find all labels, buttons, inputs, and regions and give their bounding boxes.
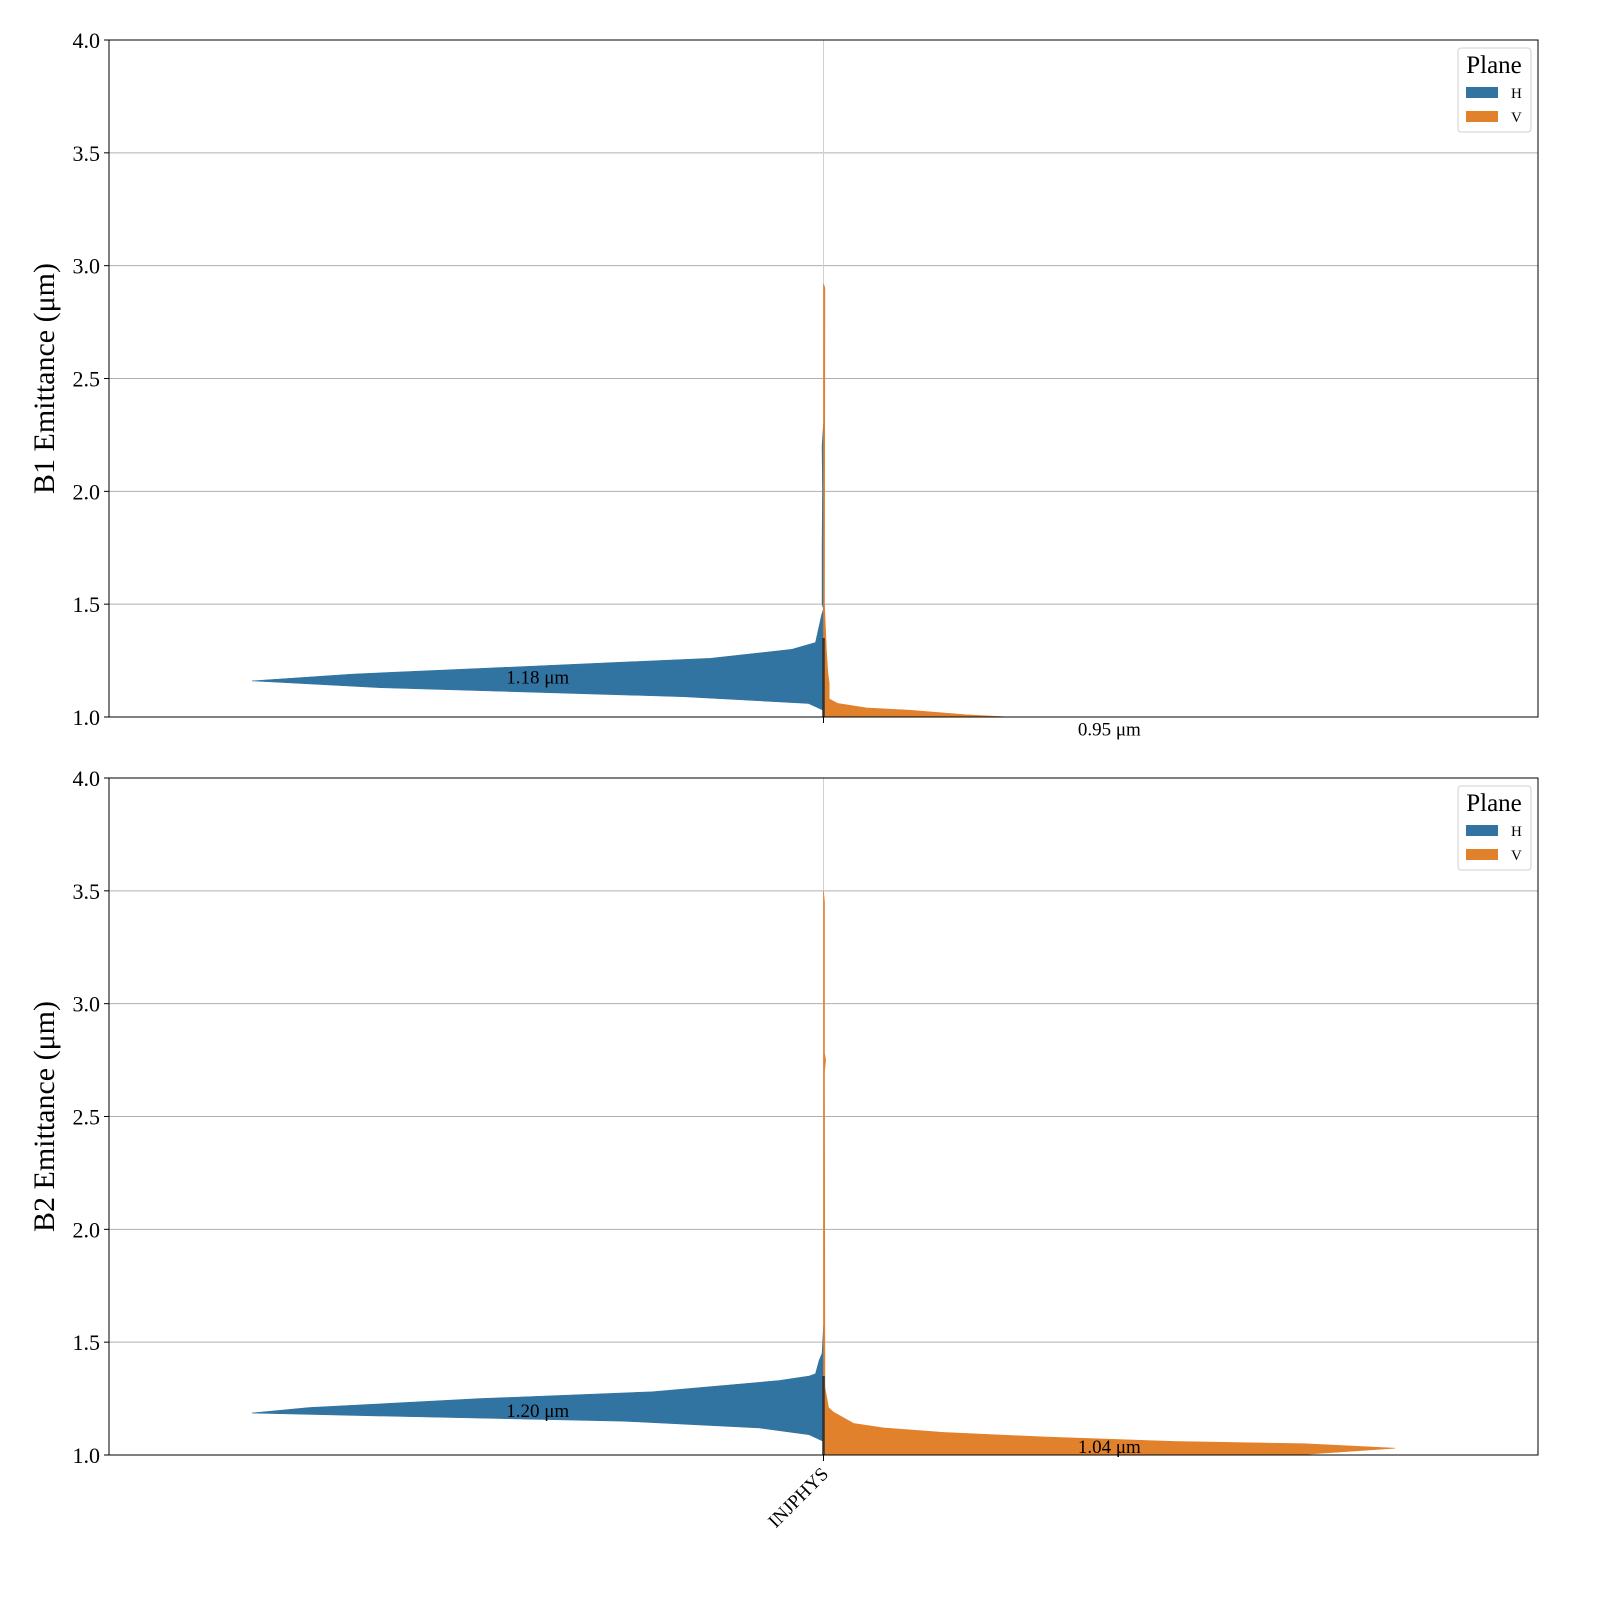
- legend-swatch-v: [1466, 849, 1498, 860]
- legend-swatch-h: [1466, 87, 1498, 98]
- y-tick-label: 1.0: [73, 705, 101, 730]
- y-tick-label: 1.0: [73, 1443, 101, 1468]
- y-tick-label: 2.0: [73, 479, 101, 504]
- x-tick-label: INJPHYS: [764, 1464, 833, 1533]
- legend-label-v: V: [1511, 848, 1522, 864]
- subplot-2: 1.0 1.5 2.0 2.5 3.0 3.5 4.0 1.20 μm 1.04 μm INJPH…: [28, 766, 1539, 1533]
- violin-half-h: [251, 423, 824, 711]
- median-label-v: 1.04 μm: [1078, 1437, 1141, 1458]
- legend-label-h: H: [1511, 824, 1522, 840]
- legend-label-h: H: [1511, 86, 1522, 102]
- y-tick-label: 3.0: [73, 254, 101, 279]
- violin-half-v: [823, 890, 1396, 1455]
- y-tick-label: 1.5: [73, 1330, 101, 1355]
- legend-title: Plane: [1466, 52, 1522, 79]
- legend: Plane HV: [1457, 47, 1532, 133]
- y-tick-label: 2.5: [73, 1105, 101, 1130]
- legend-label-v: V: [1511, 110, 1522, 126]
- violin-group: [251, 283, 1016, 717]
- y-tick-label: 3.5: [73, 141, 101, 166]
- median-label-h: 1.20 μm: [506, 1401, 569, 1422]
- median-label-h: 1.18 μm: [506, 667, 569, 688]
- legend: Plane HV: [1457, 785, 1532, 871]
- median-label-v: 0.95 μm: [1078, 719, 1141, 740]
- y-tick-label: 2.0: [73, 1217, 101, 1242]
- violin-half-v: [823, 283, 1016, 717]
- y-tick-label: 1.5: [73, 592, 101, 617]
- legend-swatch-v: [1466, 111, 1498, 122]
- subplot-1: 1.0 1.5 2.0 2.5 3.0 3.5 4.0 1.18 μm 0.95 μm B1 Em…: [28, 28, 1539, 740]
- y-tick-label: 4.0: [73, 28, 101, 53]
- legend-title: Plane: [1466, 790, 1522, 817]
- y-axis-label: B1 Emittance (μm): [28, 263, 61, 494]
- y-tick-label: 2.5: [73, 367, 101, 392]
- legend-swatch-h: [1466, 825, 1498, 836]
- violin-half-h: [251, 1326, 824, 1442]
- y-tick-label: 3.0: [73, 992, 101, 1017]
- violin-group: [251, 890, 1396, 1455]
- y-tick-label: 3.5: [73, 879, 101, 904]
- y-axis-label: B2 Emittance (μm): [28, 1001, 61, 1232]
- y-tick-label: 4.0: [73, 766, 101, 791]
